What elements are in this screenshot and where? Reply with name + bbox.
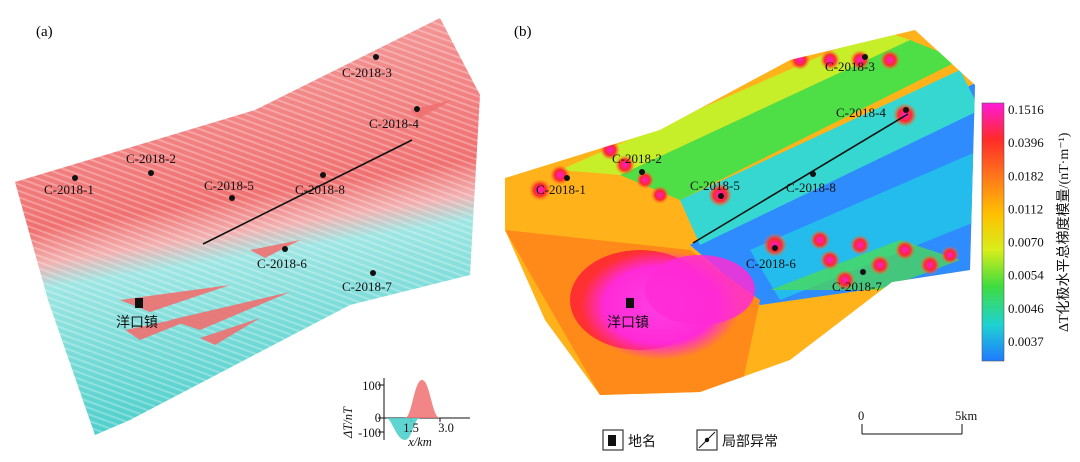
well-label: C-2018-2	[126, 151, 176, 166]
legend-anomaly-label: 局部异常	[722, 434, 778, 450]
anomaly-spikes-a	[120, 100, 452, 345]
well-labels-a: C-2018-1 C-2018-2 C-2018-3 C-2018-4 C-20…	[44, 65, 419, 294]
well-label: C-2018-3	[342, 65, 392, 80]
colorbar-tick-label: 0.0046	[1008, 301, 1044, 316]
well-label: C-2018-5	[204, 178, 254, 193]
panel-a-label: (a)	[36, 24, 53, 40]
profile-line-a	[202, 139, 413, 245]
inset-ytick: 100	[362, 379, 381, 393]
colorbar-tick-label: 0.0396	[1008, 135, 1044, 150]
well-label: C-2018-6	[746, 256, 796, 271]
colorbar-title: ΔT化极水平总梯度模量/(nT·m⁻¹)	[1056, 132, 1072, 332]
inset-xlabel: x/km	[407, 435, 432, 449]
well-label: C-2018-5	[690, 178, 740, 193]
panel-b: (b)	[505, 24, 975, 395]
colorbar-tick-label: 0.0182	[1008, 168, 1044, 183]
town-marker-b	[626, 298, 634, 308]
panel-b-label: (b)	[514, 24, 532, 40]
colorbar-tick-label: 0.0054	[1008, 268, 1044, 283]
town-label-a: 洋口镇	[116, 315, 158, 331]
scale-end: 5km	[955, 409, 978, 423]
colorbar: 0.1516 0.0396 0.0182 0.0112 0.0070 0.0054 0.00…	[981, 102, 1072, 362]
well-label: C-2018-7	[832, 279, 882, 294]
colorbar-tick-label: 0.0070	[1008, 235, 1044, 250]
inset-ytick: 0	[375, 411, 381, 425]
colorbar-tick-label: 0.0112	[1008, 201, 1043, 216]
well-label: C-2018-2	[612, 151, 662, 166]
scale-bar: 0 5km	[858, 409, 978, 435]
well-label: C-2018-3	[825, 59, 875, 74]
panel-a: (a) C-2018-1 C-2018-2 C-20	[15, 18, 480, 449]
legend: 地名 局部异常	[602, 429, 778, 451]
well-label: C-2018-1	[44, 182, 94, 197]
well-markers-b	[564, 54, 909, 275]
inset-ytick: -100	[358, 426, 381, 440]
legend-place-label: 地名	[628, 434, 656, 450]
well-label: C-2018-8	[295, 182, 345, 197]
colorbar-tick-label: 0.0037	[1008, 334, 1044, 349]
scale-start: 0	[858, 409, 864, 423]
place-icon	[608, 435, 616, 446]
well-markers-a	[72, 54, 420, 276]
well-label: C-2018-4	[369, 116, 419, 131]
well-labels-b: C-2018-1 C-2018-2 C-2018-3 C-2018-4 C-20…	[536, 59, 886, 294]
inset-ylabel: ΔT/nT	[341, 406, 355, 439]
inset-profile: 100 0 -100 1.5 3.0 x/km ΔT/nT	[341, 378, 470, 449]
well-label: C-2018-4	[836, 105, 886, 120]
profile-line-b	[692, 113, 909, 244]
town-marker-a	[135, 298, 143, 308]
inset-positive-peak	[405, 380, 440, 418]
inset-xtick: 1.5	[403, 421, 419, 435]
inset-xtick: 3.0	[438, 421, 454, 435]
colorbar-tick-label: 0.1516	[1008, 102, 1044, 117]
well-label: C-2018-7	[342, 279, 392, 294]
gradient-map-b	[505, 30, 975, 395]
inset-negative-trough	[386, 418, 420, 440]
well-label: C-2018-8	[786, 180, 836, 195]
town-label-b: 洋口镇	[607, 315, 649, 331]
well-label: C-2018-6	[257, 256, 307, 271]
well-label: C-2018-1	[536, 182, 586, 197]
colorbar-ramp	[981, 102, 1005, 362]
